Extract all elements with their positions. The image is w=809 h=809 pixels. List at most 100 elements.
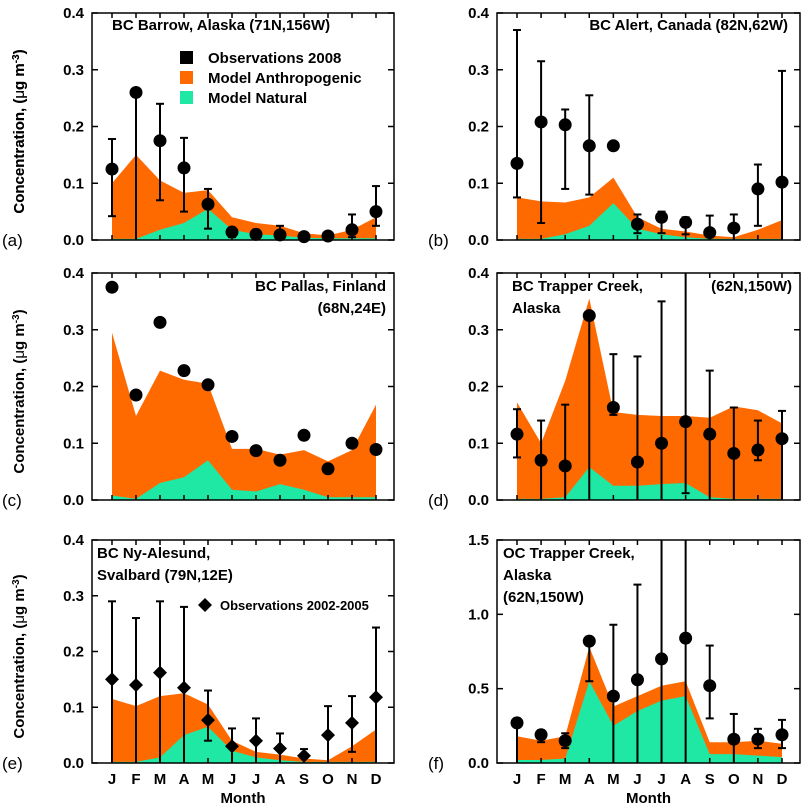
y-tick-label: 0.0	[63, 232, 84, 249]
panel-title: OC Trapper Creek,	[503, 545, 635, 562]
y-axis-label-part: Concentration, (	[11, 624, 28, 739]
observation-point	[775, 728, 789, 742]
y-axis-label-part: g m	[11, 63, 28, 90]
observation-point	[153, 134, 167, 148]
y-tick-label: 1.0	[468, 606, 489, 623]
panel-title: Alaska	[503, 567, 552, 584]
observation-point	[129, 677, 143, 692]
panel-label: (f)	[428, 754, 444, 773]
x-tick-label: J	[108, 771, 116, 788]
observation-point	[297, 428, 311, 442]
x-tick-label: S	[705, 771, 715, 788]
y-axis-label-part: Concentration, (	[11, 359, 28, 474]
y-axis-label-part: μ	[11, 90, 28, 99]
y-tick-label: 0.4	[63, 5, 85, 22]
y-axis-label-part: g m	[11, 323, 28, 350]
observation-point	[775, 175, 789, 189]
observation-point	[177, 364, 191, 378]
panel-label: (d)	[428, 491, 449, 510]
observation-point	[153, 315, 167, 329]
observation-point	[630, 217, 644, 231]
observation-point	[558, 459, 572, 473]
panel-title: Svalbard (79N,12E)	[97, 567, 233, 584]
natural-area	[517, 681, 782, 763]
observation-point	[177, 680, 191, 695]
y-axis-label-part: )	[11, 309, 28, 314]
observation-point	[225, 739, 239, 754]
observation-point	[679, 215, 693, 229]
observation-point	[582, 309, 596, 323]
legend-swatch-observations-diamond	[198, 598, 212, 612]
observation-point	[153, 665, 167, 680]
legend-a: Observations 2008 Model Anthropogenic Mode…	[180, 50, 362, 107]
x-tick-label: A	[680, 771, 691, 788]
y-axis-label: Concentration, (μg m-3)	[11, 49, 29, 213]
y-axis-label-part: Concentration, (	[11, 99, 28, 214]
x-tick-label: N	[347, 771, 358, 788]
observation-point	[655, 436, 669, 450]
y-axis-label-part: )	[11, 574, 28, 579]
observation-point	[201, 197, 215, 211]
y-tick-label: 0.2	[63, 119, 84, 136]
y-tick-label: 0.4	[468, 5, 490, 22]
y-axis-label-part: Concentration, (	[11, 99, 28, 214]
panel-title: BC Barrow, Alaska (71N,156W)	[112, 17, 330, 34]
x-tick-label: M	[559, 771, 572, 788]
legend-label-anthropogenic: Model Anthropogenic	[208, 70, 362, 87]
panel-label: (a)	[2, 231, 23, 250]
y-tick-label: 0.4	[63, 265, 85, 282]
panel-title: BC Pallas, Finland	[255, 278, 386, 295]
panel-label: (c)	[2, 491, 22, 510]
observation-point	[510, 156, 524, 170]
x-tick-label: S	[299, 771, 309, 788]
y-tick-label: 0.0	[468, 232, 489, 249]
legend-swatch-observations	[180, 51, 193, 64]
observation-point	[345, 223, 359, 237]
observation-point	[727, 732, 741, 746]
observation-point	[321, 462, 335, 476]
observation-point	[534, 115, 548, 129]
y-tick-label: 0.3	[63, 588, 84, 605]
y-tick-label: 1.5	[468, 532, 489, 549]
panel-label: (b)	[428, 231, 449, 250]
observation-point	[679, 415, 693, 429]
x-tick-label: J	[633, 771, 641, 788]
observation-point	[129, 85, 143, 99]
x-tick-label: N	[752, 771, 763, 788]
observation-point	[369, 442, 383, 456]
observation-point	[249, 444, 263, 458]
panel-title: (62N,150W)	[503, 589, 584, 606]
y-tick-label: 0.3	[63, 62, 84, 79]
y-axis-label-part: μ	[11, 615, 28, 624]
y-tick-label: 0.1	[63, 699, 84, 716]
observation-point	[105, 672, 119, 687]
panel-title: BC Alert, Canada (82N,62W)	[589, 17, 788, 34]
x-tick-label: J	[228, 771, 236, 788]
x-tick-label: J	[252, 771, 260, 788]
observation-point	[321, 728, 335, 743]
y-tick-label: 0.2	[63, 644, 84, 661]
legend-label-observations: Observations 2008	[208, 50, 341, 67]
x-tick-label: M	[154, 771, 167, 788]
observation-point	[630, 673, 644, 687]
y-tick-label: 0.1	[63, 435, 84, 452]
observation-point	[297, 748, 311, 763]
observation-point	[105, 280, 119, 294]
observation-point	[703, 226, 717, 240]
plot-frame	[496, 539, 801, 764]
y-axis-label-part: -3	[11, 579, 22, 588]
y-tick-label: 0.3	[468, 62, 489, 79]
observation-point	[510, 716, 524, 730]
x-tick-label: A	[275, 771, 286, 788]
observation-point	[369, 205, 383, 219]
y-tick-label: 0.2	[468, 119, 489, 136]
natural-area	[517, 467, 782, 500]
x-tick-label: J	[513, 771, 521, 788]
observation-point	[703, 427, 717, 441]
x-axis-title: Month	[626, 790, 671, 807]
observation-point	[582, 634, 596, 648]
legend-e: Observations 2002-2005	[198, 598, 369, 613]
observation-point	[655, 210, 669, 224]
